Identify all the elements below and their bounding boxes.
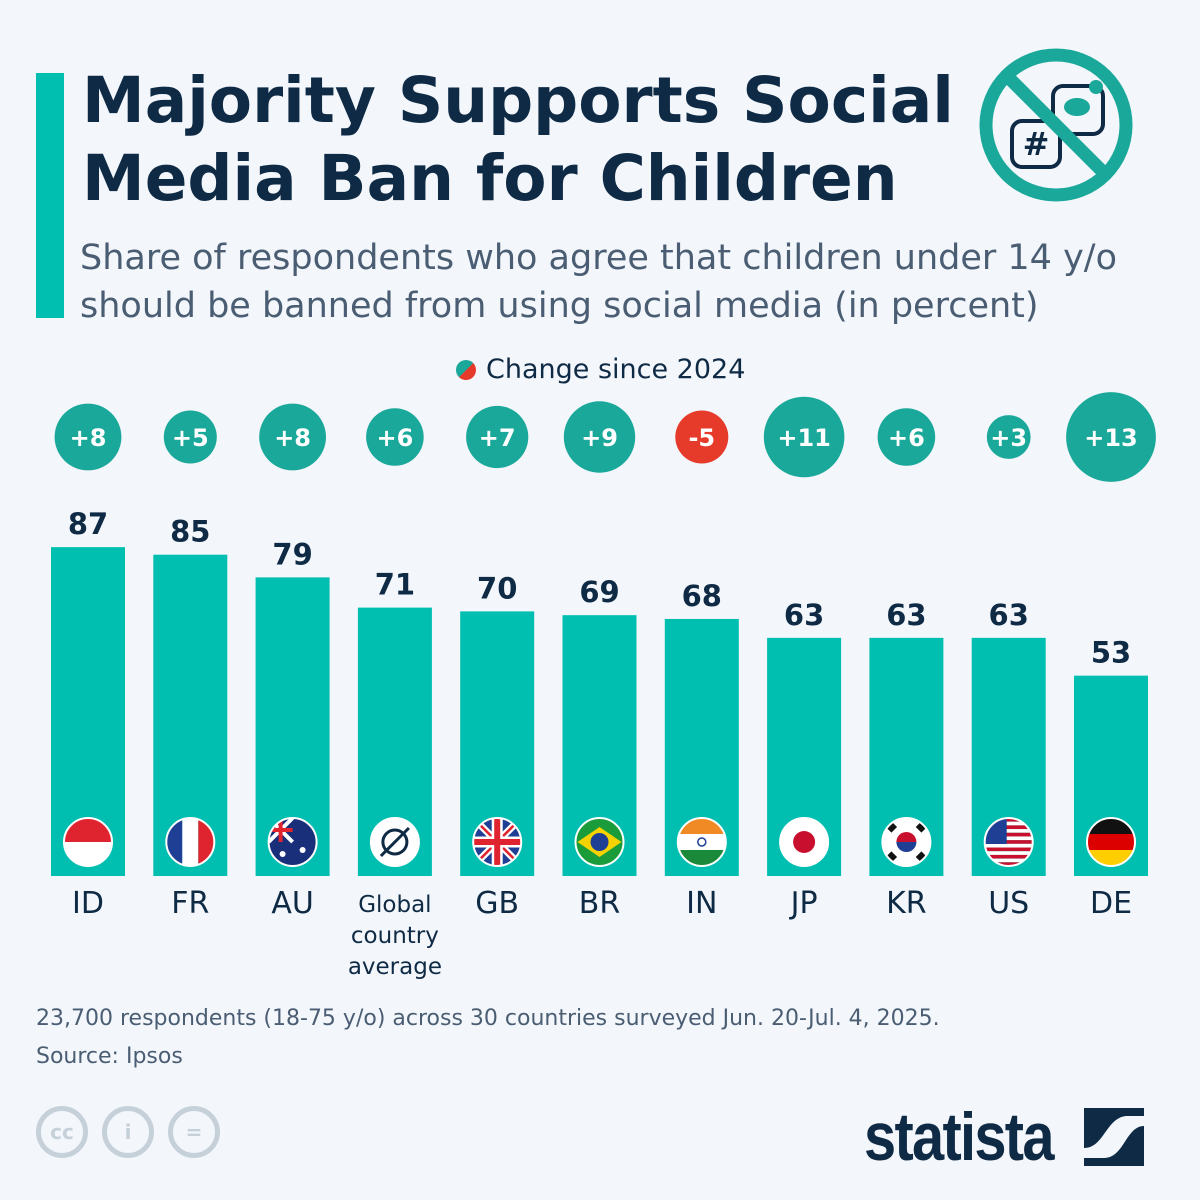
license-icons: cc i = bbox=[36, 1106, 220, 1158]
bar-group: +7 70 GB bbox=[460, 405, 535, 921]
attribution-icon[interactable]: i bbox=[102, 1106, 154, 1158]
value-label: 71 bbox=[375, 568, 415, 602]
category-label: GB bbox=[475, 886, 519, 921]
accent-bar bbox=[36, 73, 64, 318]
south-korea-flag-icon bbox=[882, 818, 931, 866]
change-bubble bbox=[563, 401, 636, 473]
bar-group: +5 85 FR bbox=[153, 410, 228, 921]
category-label: country bbox=[351, 923, 439, 949]
change-label: +9 bbox=[581, 424, 618, 452]
change-bubble bbox=[54, 403, 122, 471]
change-label: +6 bbox=[888, 424, 925, 452]
change-bubble bbox=[366, 408, 424, 466]
value-label: 63 bbox=[989, 598, 1029, 632]
no-derivatives-icon[interactable]: = bbox=[168, 1106, 220, 1158]
bar-group: +9 69 BR bbox=[562, 401, 637, 921]
change-label: +8 bbox=[274, 424, 311, 452]
bar-group: +8 87 ID bbox=[51, 403, 125, 921]
change-label: +7 bbox=[479, 424, 516, 452]
category-label: Global bbox=[358, 892, 431, 918]
footnote: 23,700 respondents (18-75 y/o) across 30… bbox=[36, 1000, 940, 1076]
category-label: US bbox=[988, 886, 1029, 921]
change-bubble bbox=[986, 415, 1031, 459]
bar-group: +13 53 DE bbox=[1066, 392, 1156, 921]
statista-logo[interactable]: statista bbox=[864, 1098, 1145, 1176]
category-label: average bbox=[348, 954, 442, 980]
change-label: +6 bbox=[376, 424, 413, 452]
change-label: -5 bbox=[688, 424, 715, 452]
australia-flag-icon bbox=[268, 818, 317, 866]
change-bubble bbox=[675, 410, 729, 464]
value-label: 69 bbox=[579, 575, 619, 609]
bar-group: +6 63 KR bbox=[869, 408, 944, 921]
legend-label: Change since 2024 bbox=[486, 354, 746, 385]
change-label: +3 bbox=[990, 424, 1027, 452]
category-label: DE bbox=[1090, 886, 1132, 921]
brazil-flag-icon bbox=[575, 818, 624, 866]
global-flag-icon bbox=[370, 818, 419, 866]
page-title: Majority Supports Social Media Ban for C… bbox=[82, 64, 954, 215]
change-label: +8 bbox=[70, 424, 107, 452]
value-label: 63 bbox=[886, 598, 926, 632]
united-states-flag-icon bbox=[984, 818, 1033, 866]
value-label: 79 bbox=[272, 537, 312, 571]
change-bubble bbox=[466, 405, 529, 469]
legend: Change since 2024 bbox=[456, 354, 745, 385]
category-label: IN bbox=[686, 886, 717, 921]
bar-group: -5 68 IN bbox=[664, 410, 739, 921]
japan-flag-icon bbox=[780, 818, 829, 866]
value-label: 85 bbox=[170, 515, 210, 549]
change-bubble bbox=[163, 410, 217, 464]
change-label: +5 bbox=[172, 424, 209, 452]
statista-logo-mark-icon bbox=[1084, 1108, 1145, 1166]
change-bubble bbox=[1066, 392, 1156, 482]
value-label: 70 bbox=[477, 571, 517, 605]
category-label: KR bbox=[886, 886, 927, 921]
change-bubble bbox=[259, 403, 326, 471]
bar-group: +11 63 JP bbox=[763, 396, 845, 921]
subtitle: Share of respondents who agree that chil… bbox=[80, 238, 1117, 326]
category-label: FR bbox=[171, 886, 209, 921]
legend-dot-icon bbox=[456, 359, 476, 380]
united-kingdom-flag-icon bbox=[473, 818, 522, 866]
change-bubble bbox=[877, 408, 936, 466]
category-label: JP bbox=[789, 886, 818, 921]
bar-group: +8 79 AU bbox=[255, 403, 330, 921]
change-label: +11 bbox=[777, 424, 831, 452]
category-label: ID bbox=[72, 886, 104, 921]
category-label: BR bbox=[579, 886, 620, 921]
value-label: 68 bbox=[682, 579, 722, 613]
value-label: 63 bbox=[784, 598, 824, 632]
value-label: 87 bbox=[68, 507, 108, 541]
bar-group: +3 63 US bbox=[971, 415, 1046, 921]
change-label: +13 bbox=[1084, 424, 1138, 452]
change-bubble bbox=[763, 396, 845, 478]
value-label: 53 bbox=[1091, 636, 1131, 670]
brand-name: statista bbox=[864, 1099, 1054, 1175]
source: Source: Ipsos bbox=[36, 1044, 183, 1069]
bar-group: +6 71 Global country average bbox=[348, 408, 442, 980]
bar-chart: +8 87 ID +5 85 FR +8 79 AU +6 71 Global country avera… bbox=[51, 392, 1156, 980]
cc-icon[interactable]: cc bbox=[36, 1106, 88, 1158]
svg-text:#: # bbox=[1023, 125, 1050, 163]
no-social-media-icon: # bbox=[979, 48, 1133, 202]
survey-note: 23,700 respondents (18-75 y/o) across 30… bbox=[36, 1006, 940, 1031]
category-label: AU bbox=[271, 886, 313, 921]
